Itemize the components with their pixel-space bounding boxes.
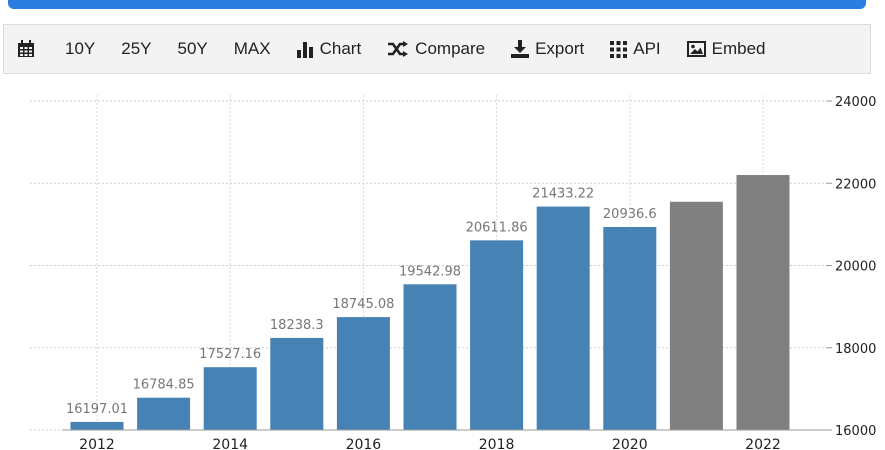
bar-data-label: 21433.22 <box>532 187 594 202</box>
x-tick-label: 2014 <box>212 437 248 450</box>
chart-button[interactable]: Chart <box>296 25 362 73</box>
bar-actual[interactable] <box>536 206 590 430</box>
bar-actual[interactable] <box>70 421 124 430</box>
range-25y-label: 25Y <box>121 39 152 58</box>
range-10y-button[interactable]: 10Y <box>65 25 95 73</box>
bar-actual[interactable] <box>470 240 524 430</box>
calendar-button[interactable] <box>17 25 35 73</box>
bar-actual[interactable] <box>603 226 657 430</box>
range-max-button[interactable]: MAX <box>234 25 271 73</box>
y-tick-label: 24000 <box>835 95 876 110</box>
bar-data-label: 16784.85 <box>133 378 195 393</box>
header-accent-bar <box>8 0 866 9</box>
bar-data-label: 20936.6 <box>603 207 657 222</box>
grid-icon <box>610 40 628 58</box>
calendar-icon <box>18 40 34 57</box>
export-button-label: Export <box>535 39 585 58</box>
x-tick-label: 2018 <box>479 437 515 450</box>
bar-data-label: 20611.86 <box>466 220 528 235</box>
bar-data-label: 19542.98 <box>399 264 461 279</box>
bar-actual[interactable] <box>137 397 191 430</box>
range-max-label: MAX <box>233 39 271 58</box>
x-tick-label: 2020 <box>612 437 648 450</box>
x-tick-label: 2022 <box>745 437 781 450</box>
bar-actual[interactable] <box>336 317 390 430</box>
bar-chart-icon <box>296 41 313 58</box>
bar-data-label: 18238.3 <box>270 318 324 333</box>
image-icon <box>686 41 706 57</box>
bar-actual[interactable] <box>203 367 257 430</box>
api-button[interactable]: API <box>610 25 661 73</box>
embed-button-label: Embed <box>711 39 766 58</box>
bar-chart: 16197.01 16784.85 17527.16 18238.3 18745.08 1… <box>30 95 876 450</box>
chart-toolbar: 10Y 25Y 50Y MAX Chart Compare Export <box>3 24 871 74</box>
shuffle-icon <box>388 41 409 57</box>
download-icon <box>511 40 530 58</box>
bar-data-label: 16197.01 <box>66 402 128 417</box>
compare-button-label: Compare <box>415 39 486 58</box>
y-tick-label: 20000 <box>835 260 876 275</box>
bar-actual[interactable] <box>270 337 324 430</box>
range-25y-button[interactable]: 25Y <box>121 25 151 73</box>
range-10y-label: 10Y <box>65 39 96 58</box>
bar-data-label: 18745.08 <box>332 297 394 312</box>
export-button[interactable]: Export <box>511 25 584 73</box>
compare-button[interactable]: Compare <box>387 25 485 73</box>
x-tick-label: 2016 <box>346 437 382 450</box>
embed-button[interactable]: Embed <box>686 25 766 73</box>
api-button-label: API <box>633 39 661 58</box>
y-tick-label: 22000 <box>835 177 876 192</box>
y-tick-label: 18000 <box>835 342 876 357</box>
range-50y-button[interactable]: 50Y <box>178 25 208 73</box>
range-50y-label: 50Y <box>177 39 208 58</box>
x-tick-label: 2012 <box>79 437 115 450</box>
bar-data-label: 17527.16 <box>199 347 261 362</box>
bar-forecast[interactable] <box>736 175 790 430</box>
bar-actual[interactable] <box>403 284 457 430</box>
y-tick-label: 16000 <box>835 424 876 439</box>
bar-forecast[interactable] <box>669 201 723 430</box>
chart-button-label: Chart <box>319 39 362 58</box>
